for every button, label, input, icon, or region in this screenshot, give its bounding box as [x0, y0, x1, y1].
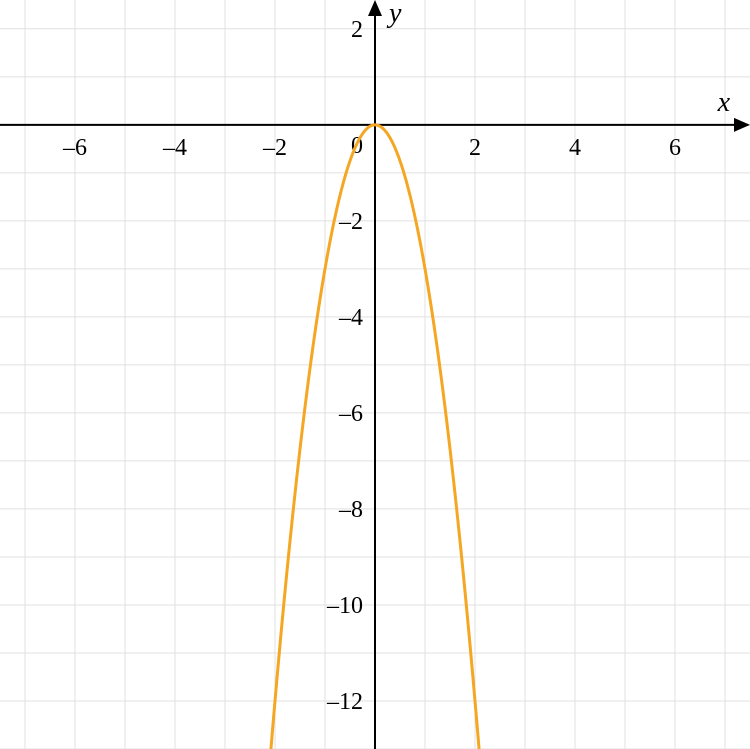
x-tick-label: 2	[469, 135, 481, 161]
y-tick-label: –8	[338, 497, 363, 523]
coordinate-plane-chart: –6–4–22462–2–4–6–8–10–120xy	[0, 0, 750, 749]
y-tick-label: –6	[338, 401, 363, 427]
y-tick-label: –4	[338, 305, 363, 331]
x-tick-label: –2	[262, 135, 287, 161]
x-tick-label: –6	[62, 135, 87, 161]
x-tick-label: 4	[569, 135, 581, 161]
y-tick-label: 2	[351, 17, 363, 43]
x-tick-label: –4	[162, 135, 187, 161]
x-tick-label: 6	[669, 135, 681, 161]
y-tick-label: –2	[338, 209, 363, 235]
y-tick-label: –10	[326, 593, 363, 619]
y-axis-label: y	[386, 0, 402, 29]
y-tick-label: –12	[326, 689, 363, 715]
x-axis-label: x	[717, 87, 731, 118]
